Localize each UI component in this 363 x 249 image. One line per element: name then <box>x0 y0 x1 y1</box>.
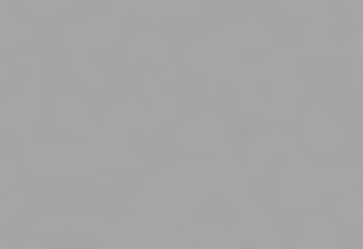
Bar <box>208 53 235 229</box>
Legend: Solvent Abuse (n=50), Cocaine Abuse (n=51): Solvent Abuse (n=50), Cocaine Abuse (n=5… <box>219 14 352 43</box>
Bar <box>131 45 158 229</box>
Text: 9 (18%): 9 (18%) <box>154 138 189 147</box>
Text: 2 (4%): 2 (4%) <box>310 199 340 208</box>
Text: 11 (22%): 11 (22%) <box>48 121 89 129</box>
Bar <box>158 150 185 229</box>
Bar <box>235 185 262 229</box>
Bar <box>311 211 338 229</box>
Text: 5 (10%): 5 (10%) <box>231 173 266 182</box>
Text: 21 (42%): 21 (42%) <box>124 33 166 42</box>
Text: 20 (40%): 20 (40%) <box>201 42 242 51</box>
Bar <box>55 132 82 229</box>
Bar <box>82 220 109 229</box>
Y-axis label: Number of Participants With Abnormalities (%): Number of Participants With Abnormalitie… <box>5 5 16 234</box>
Text: 1 (2%): 1 (2%) <box>80 208 110 217</box>
Text: 5 (10%): 5 (10%) <box>280 173 316 182</box>
Bar <box>285 185 311 229</box>
